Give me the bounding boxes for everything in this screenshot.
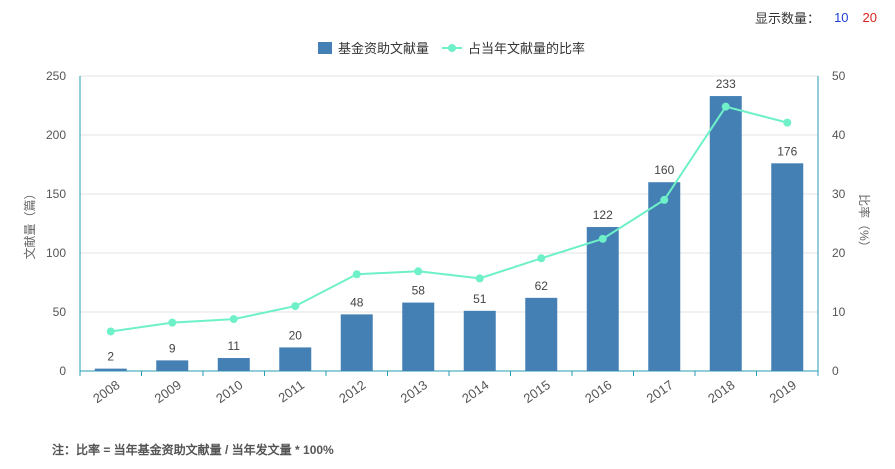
bar-value-label: 160 xyxy=(654,163,674,177)
bar xyxy=(402,302,435,371)
ratio-point xyxy=(106,327,115,336)
y-tick-left: 50 xyxy=(53,305,67,319)
bar-value-label: 20 xyxy=(289,328,303,342)
bar-value-label: 233 xyxy=(716,77,736,91)
display-count-option-10[interactable]: 10 xyxy=(834,10,849,25)
bar-value-label: 48 xyxy=(350,295,364,309)
ratio-point xyxy=(229,315,238,324)
y-axis-right-title: 比率（%） xyxy=(857,194,872,253)
y-tick-right: 50 xyxy=(832,69,846,83)
x-tick-label: 2014 xyxy=(459,377,491,406)
footnote: 注：比率 = 当年基金资助文献量 / 当年发文量 * 100% xyxy=(52,443,334,457)
bar-value-label: 11 xyxy=(228,339,241,353)
legend-line-label: 占当年文献量的比率 xyxy=(468,41,585,56)
y-tick-right: 0 xyxy=(832,364,839,378)
bar xyxy=(279,347,312,371)
x-tick-label: 2010 xyxy=(213,377,245,406)
bar xyxy=(648,182,681,371)
bar xyxy=(156,360,189,371)
legend-bar-swatch xyxy=(318,42,332,54)
y-tick-left: 200 xyxy=(46,128,66,142)
x-tick-label: 2019 xyxy=(767,377,799,406)
ratio-point xyxy=(352,270,361,279)
legend-bar-label: 基金资助文献量 xyxy=(338,41,429,56)
bar-value-label: 122 xyxy=(593,208,613,222)
bar-value-label: 62 xyxy=(535,279,549,293)
y-tick-right: 20 xyxy=(832,246,846,260)
x-tick-label: 2013 xyxy=(398,377,430,406)
bar-value-label: 58 xyxy=(412,284,426,298)
bar-value-label: 2 xyxy=(107,350,114,364)
y-tick-right: 30 xyxy=(832,187,846,201)
ratio-point xyxy=(660,195,669,204)
bar xyxy=(463,310,496,371)
y-tick-left: 250 xyxy=(46,69,66,83)
x-tick-label: 2017 xyxy=(644,377,676,406)
x-tick-label: 2008 xyxy=(90,377,122,406)
ratio-point xyxy=(598,234,607,243)
display-count-option-20[interactable]: 20 xyxy=(862,10,877,25)
bar xyxy=(340,314,373,371)
bar-value-label: 176 xyxy=(777,144,797,158)
display-count-label: 显示数量： xyxy=(755,11,821,26)
y-tick-left: 150 xyxy=(46,187,66,201)
x-tick-label: 2012 xyxy=(336,377,368,406)
x-tick-label: 2011 xyxy=(275,377,307,405)
bar xyxy=(771,163,804,371)
x-tick-label: 2016 xyxy=(582,377,614,406)
ratio-point xyxy=(537,254,546,263)
x-tick-label: 2009 xyxy=(152,377,184,406)
bar-value-label: 51 xyxy=(473,292,487,306)
y-axis-left-title: 文献量（篇） xyxy=(22,187,37,259)
display-count-control: 显示数量： 10 20 xyxy=(755,8,877,27)
ratio-point xyxy=(291,302,300,311)
y-tick-left: 100 xyxy=(46,246,66,260)
x-tick-label: 2018 xyxy=(705,377,737,406)
bar xyxy=(525,297,558,371)
ratio-point xyxy=(168,318,177,327)
bar xyxy=(217,358,250,371)
bar xyxy=(586,227,619,371)
ratio-point xyxy=(414,267,423,276)
ratio-point xyxy=(475,274,484,283)
ratio-point xyxy=(783,118,792,127)
bar xyxy=(94,368,127,371)
y-tick-left: 0 xyxy=(59,364,66,378)
bar xyxy=(709,96,742,371)
y-tick-right: 10 xyxy=(832,305,846,319)
ratio-line xyxy=(110,105,788,333)
x-tick-label: 2015 xyxy=(521,377,553,406)
legend-line-marker xyxy=(448,44,456,52)
bar-value-label: 9 xyxy=(169,341,176,355)
ratio-point xyxy=(721,102,730,111)
y-tick-right: 40 xyxy=(832,128,846,142)
